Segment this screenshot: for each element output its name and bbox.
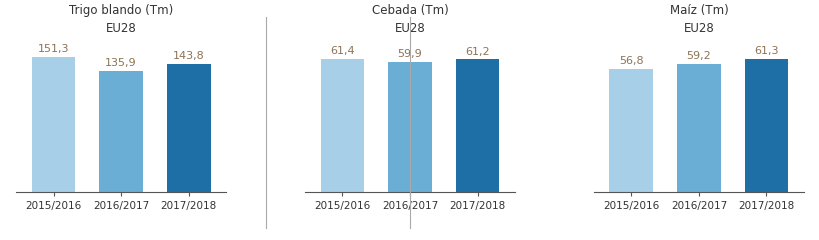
Bar	[166, 64, 210, 192]
Bar	[744, 59, 787, 192]
Bar	[676, 64, 720, 192]
Bar	[99, 71, 143, 192]
Title: Trigo blando (Tm)
EU28: Trigo blando (Tm) EU28	[69, 4, 173, 35]
Text: 61,3: 61,3	[753, 46, 778, 56]
Text: 61,2: 61,2	[464, 47, 489, 57]
Bar	[320, 59, 364, 192]
Text: 151,3: 151,3	[38, 44, 70, 54]
Title: Cebada (Tm)
EU28: Cebada (Tm) EU28	[371, 4, 448, 35]
Text: 56,8: 56,8	[618, 56, 643, 66]
Bar	[32, 57, 75, 192]
Bar	[455, 59, 499, 192]
Title: Maíz (Tm)
EU28: Maíz (Tm) EU28	[669, 4, 727, 35]
Text: 135,9: 135,9	[105, 58, 137, 68]
Text: 61,4: 61,4	[330, 46, 355, 56]
Text: 59,9: 59,9	[397, 49, 422, 60]
Bar	[609, 69, 653, 192]
Bar	[387, 62, 432, 192]
Text: 59,2: 59,2	[686, 51, 710, 61]
Text: 143,8: 143,8	[173, 51, 204, 61]
